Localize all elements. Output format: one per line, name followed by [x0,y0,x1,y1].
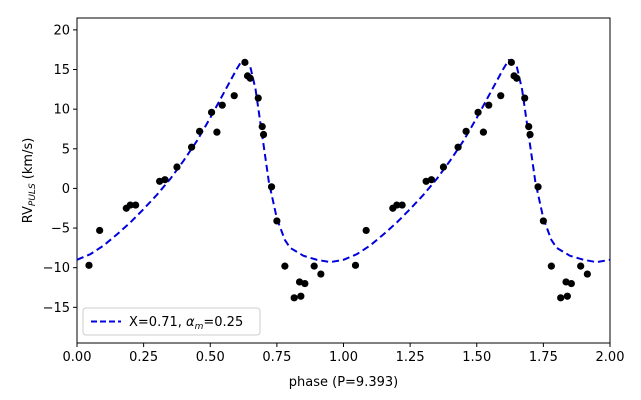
data-point [297,292,305,300]
data-point [132,201,140,209]
data-point [126,201,134,209]
data-point [301,279,309,288]
data-point [393,201,401,209]
data-point [161,176,169,184]
x-tick-label: 1.75 [529,350,558,365]
y-tick-label: 5 [62,142,70,157]
data-point [479,128,488,136]
data-point [351,261,360,269]
data-point [526,130,534,139]
data-point [85,261,93,269]
data-point [557,294,565,302]
legend-label-alpha-sub: m [195,322,204,332]
data-point [195,127,204,135]
data-point [267,183,276,191]
data-point [474,108,482,116]
x-tick-label: 0.50 [196,350,225,365]
y-axis-label-main: RV [21,206,36,223]
y-axis-label: RVPULS (km/s) [21,138,38,224]
legend-label: X=0.71, αm=0.25 [129,315,243,332]
y-tick-label: −10 [43,261,70,276]
data-point [547,262,555,270]
data-point [310,262,318,270]
y-tick-label: −5 [51,222,70,237]
data-point [577,262,585,270]
legend-label-suffix: =0.25 [203,315,243,330]
data-point [485,101,493,109]
x-tick-label: 0.75 [262,350,291,365]
data-point [439,163,448,171]
data-point [534,183,542,191]
x-tick-label: 1.25 [396,350,425,365]
y-axis-label-unit: (km/s) [21,138,36,184]
data-point [246,74,254,82]
data-point [230,92,238,100]
x-tick-label: 1.00 [329,350,358,365]
data-point [317,270,325,278]
data-point [173,163,181,171]
data-point [254,94,262,102]
data-point [497,92,505,100]
data-point [507,58,515,66]
data-point [362,226,370,235]
data-point [583,270,591,278]
x-tick-label: 2.00 [596,350,625,365]
y-tick-label: 10 [53,103,70,118]
data-point [525,123,533,131]
data-point [567,279,575,288]
legend-label-prefix: X=0.71, [129,315,186,330]
series-layer [77,58,610,302]
data-point [521,94,529,102]
data-point [213,128,221,136]
data-point [398,201,406,209]
data-point [454,143,462,151]
y-axis: −15 −10 −5 0 5 10 15 20 [43,23,77,316]
data-point [187,143,196,151]
data-point [290,294,298,302]
y-axis-label-subscript: PULS [28,183,38,206]
x-axis: 0.00 0.25 0.50 0.75 1.00 1.25 1.50 1.75 2.00 [63,343,625,365]
legend-label-alpha: α [186,315,195,330]
x-tick-label: 0.25 [129,350,158,365]
y-tick-label: 0 [62,182,70,197]
data-point [513,74,521,82]
y-tick-label: 15 [53,63,70,78]
legend: X=0.71, αm=0.25 [82,307,261,336]
x-tick-label: 0.00 [63,350,92,365]
data-point [258,123,266,131]
x-axis-label: phase (P=9.393) [289,375,398,390]
x-tick-label: 1.50 [462,350,491,365]
data-point [218,101,226,109]
data-point [281,262,289,270]
data-point [427,176,436,184]
data-point [273,217,281,225]
data-point [563,292,571,300]
data-point [462,127,470,135]
data-point [96,226,104,235]
y-tick-label: 20 [53,23,70,38]
data-point [207,108,216,116]
model-curve-line [77,59,610,264]
data-point [539,217,547,225]
data-point [259,130,268,139]
legend-box [82,307,261,336]
y-tick-label: −15 [43,301,70,316]
data-point [241,58,249,66]
